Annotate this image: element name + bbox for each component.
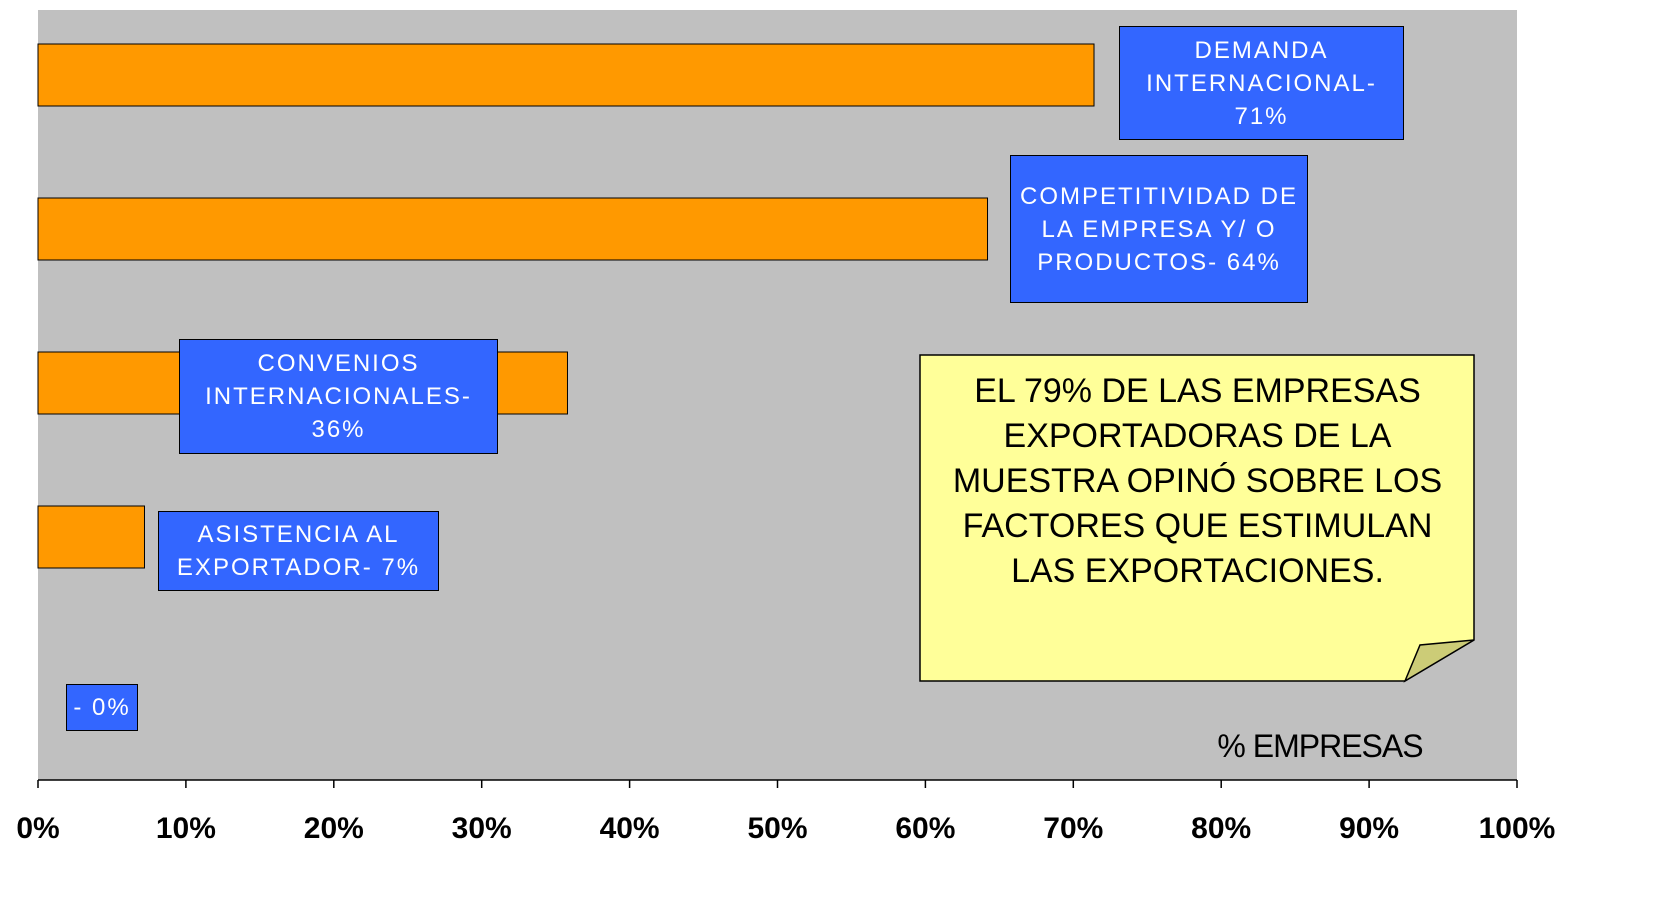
bar — [37, 43, 1095, 107]
x-tick-label: 80% — [1191, 812, 1252, 845]
x-tick-label: 50% — [747, 812, 808, 845]
x-tick-label: 30% — [451, 812, 512, 845]
data-label: ASISTENCIA AL EXPORTADOR- 7% — [158, 511, 439, 591]
x-tick-label: 40% — [599, 812, 660, 845]
data-label: - 0% — [66, 684, 138, 731]
x-tick-label: 90% — [1339, 812, 1400, 845]
bar — [37, 505, 145, 569]
annotation: EL 79% DE LAS EMPRESAS EXPORTADORAS DE L… — [952, 372, 1443, 590]
note-fold — [1403, 639, 1475, 683]
data-label: DEMANDA INTERNACIONAL- 71% — [1119, 26, 1404, 140]
data-label: CONVENIOS INTERNACIONALES- 36% — [179, 339, 498, 454]
x-tick-label: 70% — [1043, 812, 1104, 845]
x-tick-label: 10% — [155, 812, 216, 845]
x-axis-label: % EMPRESAS — [1217, 728, 1423, 764]
data-label: COMPETITIVIDAD DE LA EMPRESA Y/ O PRODUC… — [1010, 155, 1308, 303]
x-tick-label: 0% — [16, 812, 60, 845]
x-tick-label: 100% — [1478, 812, 1556, 845]
x-tick-label: 20% — [303, 812, 364, 845]
x-tick-label: 60% — [895, 812, 956, 845]
bar — [37, 197, 989, 261]
